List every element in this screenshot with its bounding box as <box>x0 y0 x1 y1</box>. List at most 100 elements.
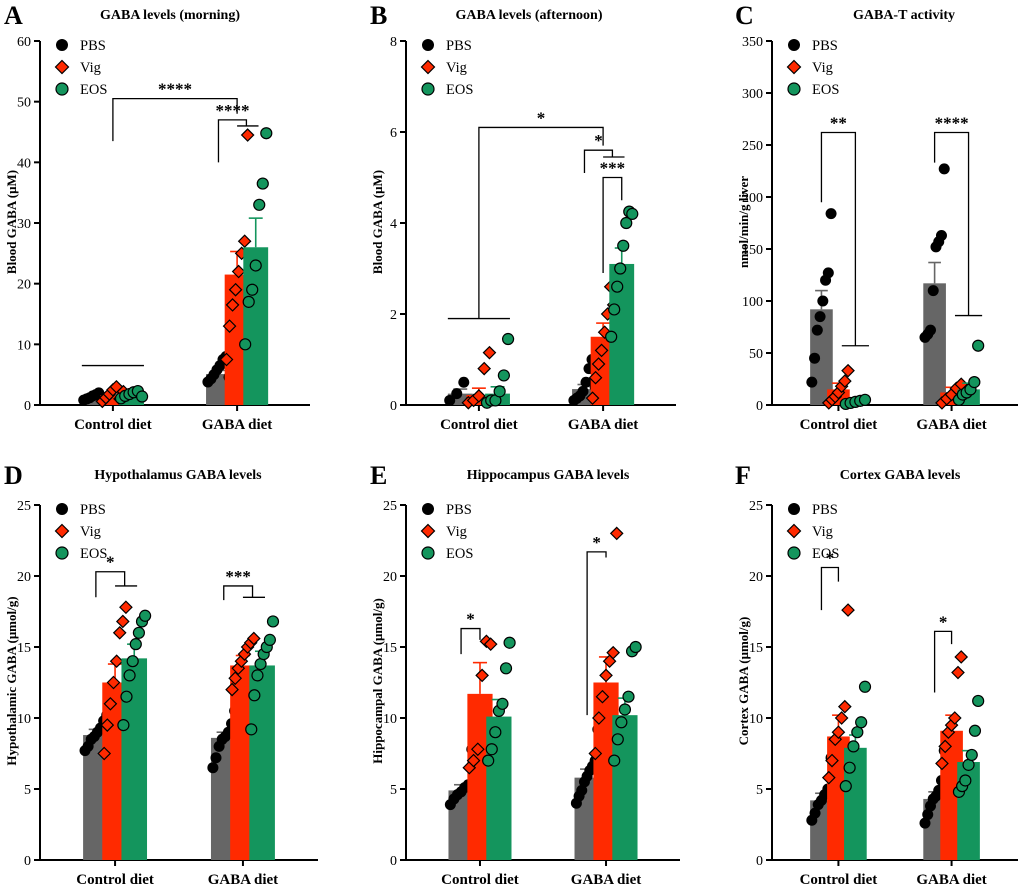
y-tick-label: 10 <box>749 712 763 727</box>
legend-marker <box>786 59 802 75</box>
significance-label: **** <box>215 101 249 120</box>
data-point <box>483 637 498 652</box>
data-point <box>472 389 486 403</box>
legend-marker <box>422 503 434 515</box>
bar-pbs <box>81 397 107 405</box>
data-point <box>839 780 852 793</box>
significance-label: **** <box>158 80 192 99</box>
data-point <box>858 393 872 406</box>
data-point <box>251 669 264 682</box>
y-axis-label: Blood GABA (μM) <box>370 170 385 274</box>
panel-C: C GABA-T activity nmol/min/g liver 0 50 10… <box>735 1 1018 433</box>
data-point <box>248 689 261 702</box>
significance-label: ** <box>830 114 847 133</box>
legend-marker <box>421 546 435 560</box>
bar-eos <box>121 658 148 860</box>
data-point <box>620 216 633 230</box>
data-point <box>100 718 115 732</box>
data-point <box>817 295 829 307</box>
data-point <box>103 696 118 711</box>
data-point <box>821 770 836 785</box>
bar-eos <box>243 247 269 405</box>
significance-bracket <box>112 97 238 142</box>
y-tick-label: 25 <box>749 499 763 514</box>
data-point <box>959 774 972 787</box>
data-point <box>577 385 589 397</box>
data-point <box>496 697 509 710</box>
x-category-label: GABA diet <box>916 872 986 888</box>
chart-title: Cortex GABA levels <box>840 468 961 483</box>
y-tick-label: 250 <box>742 139 763 154</box>
data-point <box>825 208 837 220</box>
data-point <box>609 526 624 541</box>
data-point <box>126 655 139 668</box>
significance-bracket <box>217 119 248 163</box>
x-category-label: Control diet <box>800 417 878 433</box>
bar-pbs <box>447 393 473 405</box>
y-tick-label: 20 <box>17 278 31 293</box>
data-point <box>611 733 624 746</box>
legend-label: Vig <box>446 524 467 540</box>
data-point <box>246 631 261 646</box>
data-point <box>809 352 821 364</box>
significance-label: **** <box>935 114 969 133</box>
data-point <box>112 625 127 640</box>
bar-eos <box>486 716 512 860</box>
legend-label: EOS <box>80 82 107 98</box>
significance-bracket <box>223 585 254 601</box>
legend-marker <box>55 546 69 560</box>
significance-label: *** <box>600 159 626 178</box>
y-tick-label: 150 <box>742 243 763 258</box>
data-point <box>972 694 985 708</box>
data-point <box>497 369 510 382</box>
significance-bracket <box>820 131 857 346</box>
legend-label: EOS <box>812 82 839 98</box>
legend-marker <box>421 82 435 96</box>
y-tick-label: 8 <box>390 35 397 50</box>
data-point <box>592 711 606 725</box>
significance-label: * <box>537 108 546 127</box>
y-tick-label: 20 <box>749 570 763 585</box>
y-tick-label: 4 <box>390 217 397 232</box>
data-point <box>847 740 860 753</box>
data-point <box>117 718 130 732</box>
data-point <box>231 264 246 279</box>
data-point <box>482 754 495 767</box>
data-point <box>120 690 133 703</box>
y-tick-label: 5 <box>756 783 763 798</box>
data-point <box>501 332 515 346</box>
data-point <box>834 711 849 725</box>
data-point <box>254 657 267 671</box>
data-point <box>858 680 872 693</box>
data-point <box>924 324 936 336</box>
data-point <box>458 376 470 388</box>
data-point <box>588 746 603 761</box>
data-point <box>245 723 258 736</box>
significance-bracket <box>820 566 840 611</box>
y-tick-label: 0 <box>24 399 31 414</box>
data-point <box>837 374 852 388</box>
data-point <box>246 283 259 296</box>
data-point <box>222 319 237 333</box>
data-point <box>614 262 627 275</box>
legend-marker <box>788 39 800 51</box>
data-point <box>97 746 112 761</box>
data-point <box>256 177 269 190</box>
significance-bracket <box>583 149 614 173</box>
panel-letter: F <box>735 461 751 490</box>
significance-label: * <box>466 610 475 629</box>
legend-marker <box>787 546 801 560</box>
data-point <box>260 127 273 140</box>
data-point <box>811 324 823 336</box>
y-tick-label: 200 <box>742 191 763 206</box>
data-point <box>606 645 621 660</box>
data-point <box>809 807 821 819</box>
data-point <box>599 668 613 683</box>
data-point <box>855 716 868 729</box>
legend-marker <box>54 523 70 539</box>
data-point <box>951 665 965 680</box>
data-point <box>968 376 981 389</box>
data-point <box>263 633 276 647</box>
y-tick-label: 15 <box>749 641 763 656</box>
data-point <box>132 626 146 639</box>
